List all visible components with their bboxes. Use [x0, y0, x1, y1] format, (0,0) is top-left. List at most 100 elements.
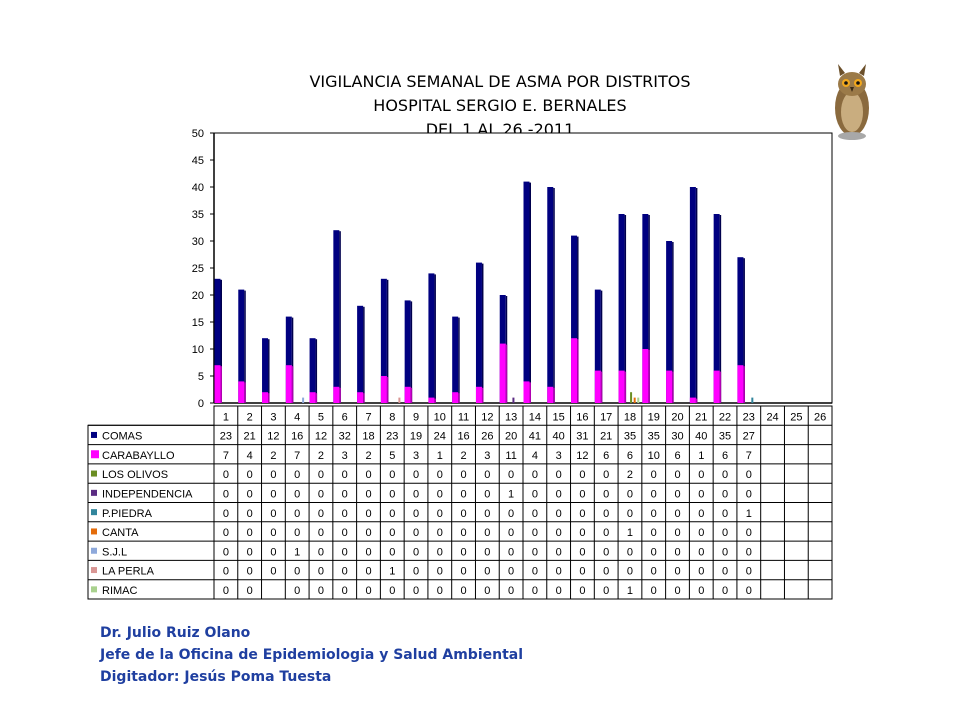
- data-cell: 0: [223, 566, 229, 578]
- data-cell: 0: [342, 527, 348, 539]
- data-cell: 0: [508, 585, 514, 597]
- data-cell: 0: [484, 527, 490, 539]
- bar-shadow: [315, 393, 318, 403]
- data-cell: 0: [532, 566, 538, 578]
- bar-shadow: [743, 258, 745, 403]
- data-cell: 0: [247, 585, 253, 597]
- x-tick-label: 24: [766, 411, 778, 423]
- x-tick-label: 3: [270, 411, 276, 423]
- bar-comas: [713, 214, 720, 403]
- bar-comas: [214, 278, 221, 403]
- data-cell: 0: [413, 469, 419, 481]
- legend-swatch: [91, 431, 97, 438]
- data-cell: 0: [389, 585, 395, 597]
- footer-author: Dr. Julio Ruiz Olano: [100, 625, 251, 641]
- bar-comas: [238, 289, 245, 403]
- bar-carabayllo: [214, 365, 221, 403]
- data-cell: 0: [627, 508, 633, 520]
- bar-shadow: [719, 371, 722, 403]
- data-cell: 0: [365, 585, 371, 597]
- x-tick-label: 8: [389, 411, 395, 423]
- bar-shadow: [363, 306, 365, 403]
- bar-comas: [452, 316, 459, 403]
- bar-comas: [666, 241, 673, 403]
- x-tick-label: 22: [719, 411, 731, 423]
- data-cell: 40: [695, 431, 707, 443]
- data-cell: 0: [318, 527, 324, 539]
- data-cell: 0: [722, 469, 728, 481]
- data-cell: 0: [603, 469, 609, 481]
- data-cell: 1: [389, 566, 395, 578]
- data-cell: 0: [484, 508, 490, 520]
- y-tick-label: 30: [192, 236, 204, 248]
- bar-carabayllo: [618, 370, 625, 403]
- bar-shadow: [244, 382, 246, 403]
- data-cell: 0: [223, 489, 229, 501]
- data-cell: 0: [223, 585, 229, 597]
- bar-rimac: [637, 397, 640, 403]
- data-cell: 0: [484, 489, 490, 501]
- data-cell: 0: [651, 546, 657, 558]
- data-cell: 0: [389, 546, 395, 558]
- data-cell: 0: [413, 566, 419, 578]
- data-cell: 0: [579, 566, 585, 578]
- data-cell: 0: [484, 546, 490, 558]
- data-cell: 12: [267, 431, 279, 443]
- data-cell: 0: [294, 508, 300, 520]
- x-tick-label: 19: [648, 411, 660, 423]
- x-tick-label: 13: [505, 411, 517, 423]
- data-cell: 0: [651, 489, 657, 501]
- legend-label: P.PIEDRA: [102, 508, 153, 520]
- data-cell: 0: [294, 585, 300, 597]
- data-cell: 19: [410, 431, 422, 443]
- bar-shadow: [410, 301, 413, 403]
- data-cell: 0: [603, 508, 609, 520]
- data-cell: 30: [671, 431, 683, 443]
- data-cell: 21: [600, 431, 612, 443]
- bar-shadow: [672, 371, 674, 403]
- data-cell: 6: [627, 450, 633, 462]
- data-cell: 1: [698, 450, 704, 462]
- data-cell: 0: [247, 527, 253, 539]
- data-cell: 0: [651, 566, 657, 578]
- data-cell: 0: [532, 508, 538, 520]
- data-cell: 0: [698, 566, 704, 578]
- data-cell: 0: [579, 546, 585, 558]
- data-cell: 0: [532, 527, 538, 539]
- legend-label: LOS OLIVOS: [102, 469, 168, 481]
- data-cell: 0: [484, 469, 490, 481]
- bar-comas: [571, 235, 578, 403]
- data-cell: 7: [746, 450, 752, 462]
- data-cell: 0: [270, 546, 276, 558]
- footer-digitizer: Digitador: Jesús Poma Tuesta: [100, 669, 332, 685]
- bar-shadow: [577, 236, 579, 403]
- data-cell: 0: [746, 469, 752, 481]
- footer: Dr. Julio Ruiz Olano Jefe de la Oficina …: [100, 622, 523, 688]
- x-tick-label: 14: [529, 411, 541, 423]
- data-cell: 1: [294, 546, 300, 558]
- bar-shadow: [743, 366, 745, 403]
- data-cell: 23: [386, 431, 398, 443]
- y-tick-label: 25: [192, 263, 204, 275]
- data-cell: 16: [457, 431, 469, 443]
- data-cell: 0: [722, 508, 728, 520]
- data-cell: 0: [674, 469, 680, 481]
- legend-label: CARABAYLLO: [102, 450, 175, 462]
- data-cell: 0: [294, 489, 300, 501]
- y-tick-label: 5: [198, 371, 204, 383]
- data-cell: 12: [576, 450, 588, 462]
- data-cell: 0: [247, 489, 253, 501]
- data-cell: 12: [315, 431, 327, 443]
- x-tick-label: 10: [434, 411, 446, 423]
- data-cell: 0: [342, 508, 348, 520]
- bar-carabayllo: [642, 349, 649, 403]
- bar-comas: [262, 338, 269, 403]
- data-cell: 0: [508, 566, 514, 578]
- data-cell: 0: [437, 585, 443, 597]
- bar-carabayllo: [309, 392, 316, 403]
- data-cell: 0: [532, 585, 538, 597]
- data-cell: 0: [556, 566, 562, 578]
- data-cell: 0: [627, 566, 633, 578]
- data-cell: 0: [651, 585, 657, 597]
- bar-shadow: [410, 387, 413, 403]
